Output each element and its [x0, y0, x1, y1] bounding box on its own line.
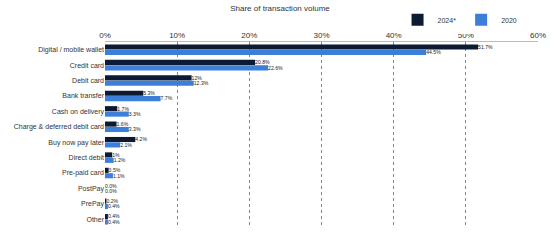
svg-text:2.1%: 2.1%: [120, 142, 132, 148]
svg-text:3.3%: 3.3%: [129, 126, 141, 132]
svg-text:Digital / mobile wallet: Digital / mobile wallet: [38, 46, 104, 54]
svg-text:20.8%: 20.8%: [255, 59, 270, 65]
svg-text:60%: 60%: [530, 31, 546, 40]
svg-text:PrePay: PrePay: [81, 200, 104, 208]
svg-text:51.7%: 51.7%: [478, 44, 493, 50]
svg-text:30%: 30%: [313, 31, 329, 40]
svg-text:Bank transfer: Bank transfer: [62, 92, 104, 99]
svg-text:Share of transaction volume: Share of transaction volume: [230, 4, 330, 13]
svg-text:0.2%: 0.2%: [106, 198, 118, 204]
svg-text:4.2%: 4.2%: [135, 136, 147, 142]
svg-text:5.3%: 5.3%: [143, 90, 155, 96]
svg-text:Other: Other: [86, 216, 104, 223]
svg-text:2020: 2020: [501, 17, 517, 24]
svg-text:1%: 1%: [112, 152, 120, 158]
svg-text:PostPay: PostPay: [78, 185, 105, 193]
svg-text:Direct debit: Direct debit: [69, 154, 104, 161]
svg-text:Debit card: Debit card: [72, 77, 104, 84]
svg-text:1.2%: 1.2%: [114, 157, 126, 163]
svg-text:50%: 50%: [457, 30, 474, 40]
svg-text:Pre-paid card: Pre-paid card: [62, 169, 104, 177]
svg-text:3.3%: 3.3%: [129, 111, 141, 117]
svg-text:Charge & deferred debit card: Charge & deferred debit card: [14, 123, 104, 131]
svg-text:1.7%: 1.7%: [117, 106, 129, 112]
svg-text:0.5%: 0.5%: [109, 167, 121, 173]
svg-text:7.7%: 7.7%: [161, 95, 173, 101]
svg-text:0.4%: 0.4%: [108, 219, 120, 225]
svg-text:Credit card: Credit card: [70, 62, 104, 69]
svg-text:12%: 12%: [192, 75, 203, 81]
svg-text:10%: 10%: [169, 31, 185, 40]
svg-text:22.6%: 22.6%: [268, 65, 283, 71]
svg-text:1.1%: 1.1%: [113, 173, 125, 179]
svg-text:1.6%: 1.6%: [117, 121, 129, 127]
svg-text:0.0%: 0.0%: [105, 183, 117, 189]
svg-text:40%: 40%: [385, 30, 402, 40]
svg-text:0.0%: 0.0%: [105, 188, 117, 194]
svg-text:Cash on delivery: Cash on delivery: [52, 108, 105, 116]
svg-text:0.4%: 0.4%: [108, 203, 120, 209]
svg-text:Buy now pay later: Buy now pay later: [48, 139, 104, 147]
svg-text:0.4%: 0.4%: [108, 213, 120, 219]
svg-text:2024*: 2024*: [438, 17, 457, 24]
svg-text:12.3%: 12.3%: [194, 80, 209, 86]
svg-text:44.5%: 44.5%: [426, 49, 441, 55]
svg-text:20%: 20%: [241, 31, 257, 40]
svg-text:0%: 0%: [99, 31, 111, 40]
